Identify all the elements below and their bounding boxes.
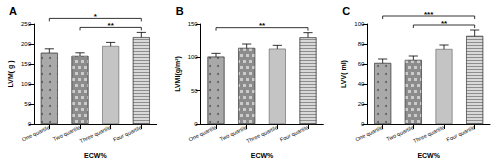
svg-text:Four quartile: Four quartile — [112, 124, 142, 142]
svg-text:***: *** — [424, 10, 434, 19]
svg-text:0: 0 — [361, 121, 365, 127]
svg-text:LVV( ml): LVV( ml) — [340, 60, 348, 88]
svg-text:0: 0 — [194, 121, 198, 127]
svg-text:80: 80 — [358, 41, 365, 47]
svg-text:One quartile: One quartile — [21, 124, 51, 142]
svg-text:100: 100 — [21, 81, 32, 87]
svg-text:Two quartile: Two quartile — [385, 124, 414, 142]
svg-text:250: 250 — [21, 21, 32, 27]
svg-text:ECW%: ECW% — [417, 152, 440, 159]
svg-text:100: 100 — [188, 54, 199, 60]
svg-text:150: 150 — [21, 61, 32, 67]
svg-text:Two quartile: Two quartile — [219, 124, 248, 142]
svg-text:**: ** — [108, 21, 115, 30]
svg-text:50: 50 — [191, 88, 198, 94]
svg-text:A: A — [9, 5, 17, 17]
svg-text:ECW%: ECW% — [84, 152, 107, 159]
svg-text:ECW%: ECW% — [251, 152, 274, 159]
svg-text:40: 40 — [358, 81, 365, 87]
svg-text:Four quartile: Four quartile — [279, 124, 309, 142]
svg-text:One quartile: One quartile — [354, 124, 384, 142]
svg-text:20: 20 — [358, 101, 365, 107]
svg-text:Three quartile: Three quartile — [79, 124, 112, 144]
svg-text:Two quartile: Two quartile — [52, 124, 81, 142]
svg-text:**: ** — [259, 21, 266, 30]
svg-text:B: B — [176, 5, 184, 17]
svg-text:150: 150 — [188, 21, 199, 27]
svg-text:60: 60 — [358, 61, 365, 67]
svg-text:50: 50 — [24, 101, 31, 107]
svg-text:**: ** — [441, 19, 448, 28]
svg-text:C: C — [342, 5, 350, 17]
svg-text:100: 100 — [354, 21, 365, 27]
svg-text:0: 0 — [28, 121, 32, 127]
svg-text:*: * — [94, 12, 98, 21]
svg-text:LVM( g ): LVM( g ) — [7, 60, 15, 87]
svg-text:One quartile: One quartile — [188, 124, 218, 142]
svg-text:Three quartile: Three quartile — [412, 124, 445, 144]
svg-text:Four quartile: Four quartile — [445, 124, 475, 142]
svg-text:Three quartile: Three quartile — [245, 124, 278, 144]
svg-text:200: 200 — [21, 41, 32, 47]
svg-text:LVMI(g/m²): LVMI(g/m²) — [174, 56, 182, 92]
